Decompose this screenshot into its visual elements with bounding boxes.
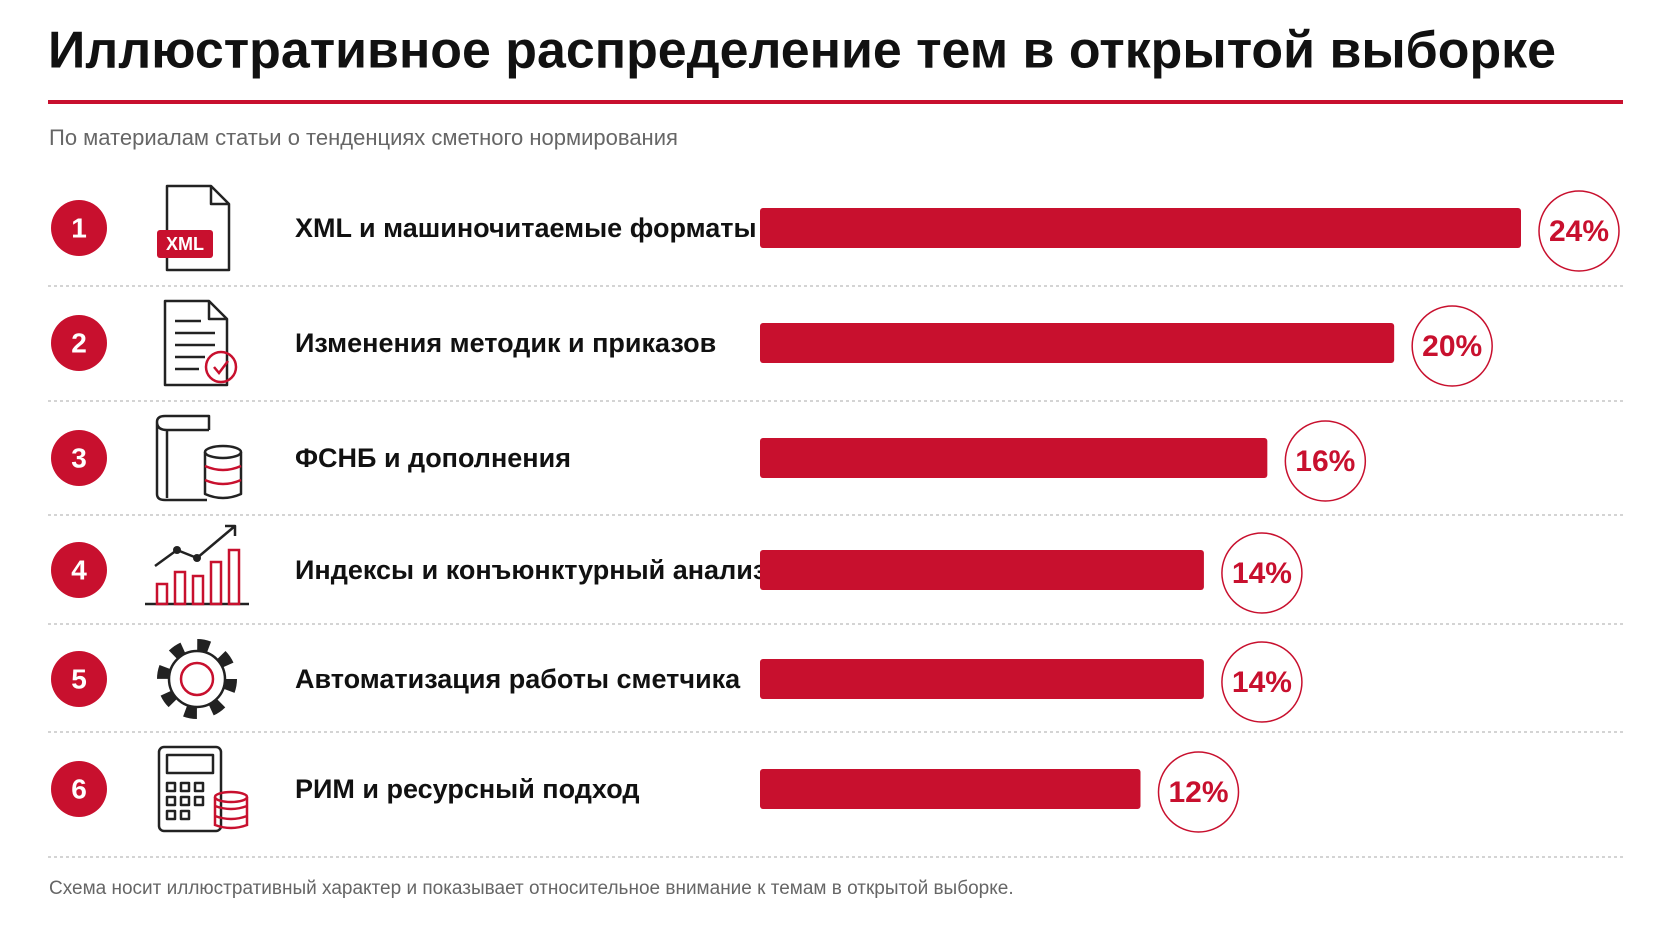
value-label: 24% (1549, 215, 1609, 248)
bar (760, 550, 1204, 590)
title-rule (48, 100, 1623, 104)
rank-badge (51, 651, 107, 707)
rank-label: 2 (71, 327, 87, 358)
rank-label: 4 (71, 554, 87, 585)
icon-document-check (163, 299, 238, 387)
icon-database (155, 414, 243, 502)
value-label: 12% (1168, 776, 1228, 809)
rank-badge (51, 542, 107, 598)
icon-calculator (157, 745, 249, 833)
value-label: 16% (1295, 445, 1355, 478)
value-badge (1157, 751, 1240, 833)
subtitle: По материалам статьи о тенденциях сметно… (49, 125, 678, 150)
bar (760, 323, 1395, 363)
rank-label: 5 (71, 663, 87, 694)
rank-label: 6 (71, 773, 87, 804)
value-badge (1538, 190, 1620, 272)
category-label: Изменения методик и приказов (295, 328, 716, 358)
category-label: РИМ и ресурсный подход (295, 774, 640, 804)
value-badge (1411, 305, 1493, 387)
icon-xml: XML (157, 184, 231, 272)
value-label: 14% (1232, 666, 1292, 699)
rank-badge (51, 761, 107, 817)
value-badge (1221, 532, 1303, 614)
value-label: 20% (1422, 330, 1482, 363)
chart-title: Иллюстративное распределение тем в откры… (48, 22, 1556, 80)
category-label: XML и машиночитаемые форматы (295, 213, 757, 243)
bar (760, 769, 1141, 809)
rank-label: 3 (71, 442, 87, 473)
icon-growth-chart (145, 524, 249, 606)
icon-label: XML (166, 234, 204, 254)
value-badge (1284, 420, 1367, 502)
icon-gear (157, 639, 237, 719)
footnote: Схема носит иллюстративный характер и по… (49, 878, 1014, 899)
bar (760, 208, 1521, 248)
rank-badge (51, 315, 107, 371)
value-badge (1221, 641, 1303, 723)
rank-badge (51, 430, 107, 486)
bar (760, 659, 1204, 699)
category-label: ФСНБ и дополнения (295, 443, 571, 473)
rank-label: 1 (71, 212, 87, 243)
rank-badge (51, 200, 107, 256)
bar (760, 438, 1268, 478)
value-label: 14% (1232, 557, 1292, 590)
category-label: Автоматизация работы сметчика (295, 664, 741, 694)
category-label: Индексы и конъюнктурный анализ (295, 555, 766, 585)
